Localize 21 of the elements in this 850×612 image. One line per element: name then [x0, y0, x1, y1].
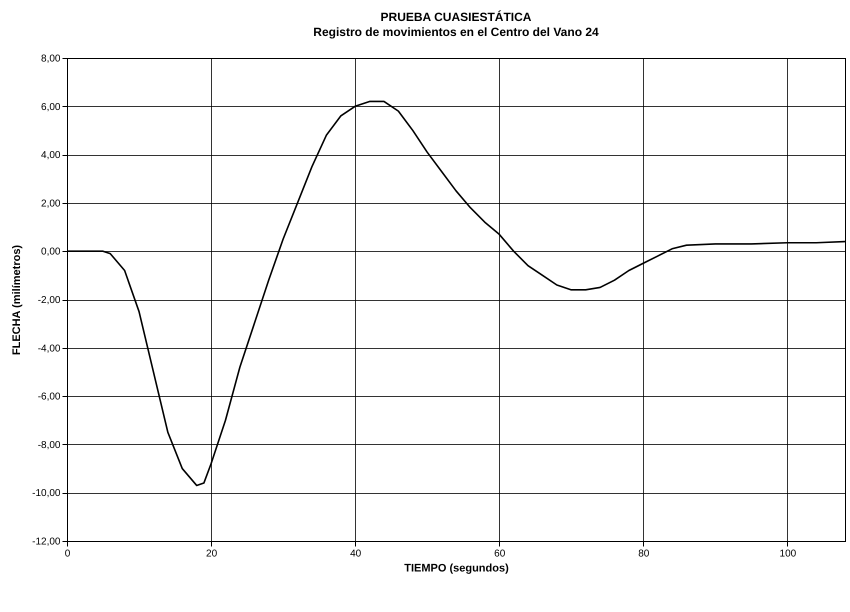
y-tick-label: 0,00	[41, 246, 61, 258]
y-tick-label: -4,00	[38, 343, 61, 354]
x-tick-label: 60	[494, 548, 506, 560]
y-tick-label: 2,00	[41, 198, 61, 210]
x-axis-title: TIEMPO (segundos)	[404, 562, 510, 574]
y-axis-title: FLECHA (milímetros)	[11, 244, 24, 356]
y-tick-label: -2,00	[38, 295, 61, 306]
x-tick-label: 40	[350, 548, 362, 560]
x-tick-label: 20	[206, 548, 218, 560]
x-tick-label: 80	[638, 548, 650, 560]
chart-title: PRUEBA CUASIESTÁTICA	[380, 10, 532, 24]
y-tick-label: -10,00	[32, 488, 61, 500]
y-tick-label: 4,00	[41, 150, 61, 162]
x-tick-label: 100	[780, 548, 797, 560]
y-tick-label: -8,00	[38, 440, 61, 451]
y-tick-label: 6,00	[41, 102, 61, 113]
y-tick-label: -6,00	[38, 392, 61, 403]
chart-subtitle: Registro de movimientos en el Centro del Vano 24	[313, 25, 600, 39]
y-tick-label: -12,00	[32, 536, 61, 548]
y-tick-label: 8,00	[41, 54, 61, 64]
x-tick-label: 0	[64, 548, 71, 560]
